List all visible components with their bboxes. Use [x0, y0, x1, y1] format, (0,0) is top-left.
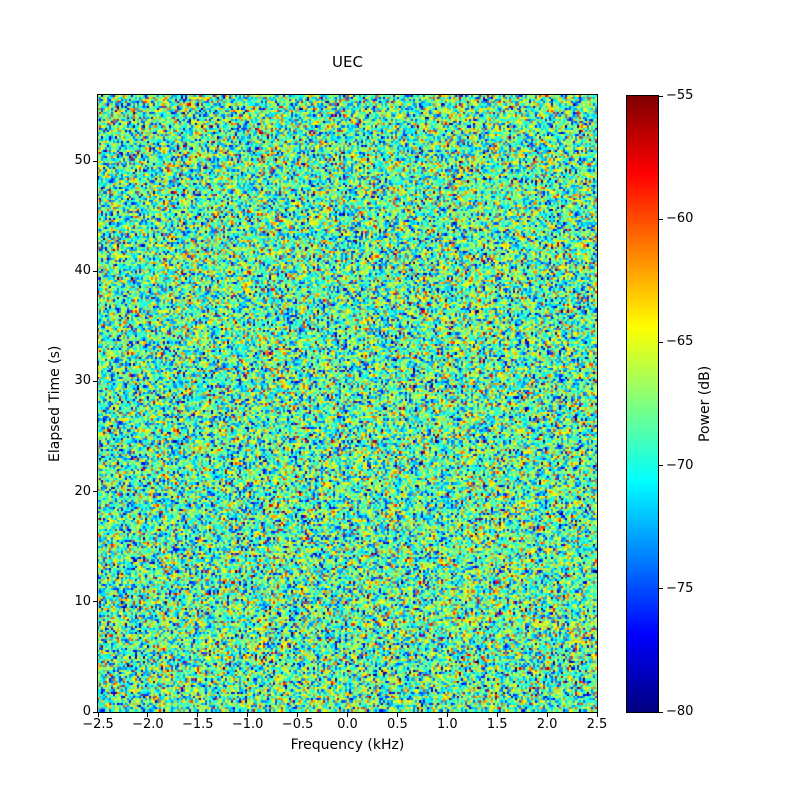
- colorbar-tick-mark: [659, 588, 663, 590]
- x-tick-mark: [546, 713, 548, 717]
- x-tick-label: 1.5: [486, 717, 508, 732]
- y-tick-mark: [93, 380, 97, 382]
- x-tick-label: 2.5: [586, 717, 608, 732]
- y-axis-label: Elapsed Time (s): [47, 345, 63, 462]
- x-tick-mark: [396, 713, 398, 717]
- colorbar-frame: [626, 95, 659, 713]
- colorbar-tick-label: −70: [666, 457, 694, 473]
- spectrogram-heatmap: [98, 95, 597, 712]
- colorbar-tick-label: −80: [666, 704, 694, 719]
- colorbar-tick-mark: [659, 465, 663, 467]
- y-tick-label: 30: [74, 373, 91, 389]
- colorbar-gradient: [627, 96, 658, 712]
- x-tick-mark: [596, 713, 598, 717]
- y-tick-mark: [93, 601, 97, 603]
- x-tick-label: −2.0: [132, 717, 164, 732]
- y-tick-mark: [93, 491, 97, 493]
- y-tick-mark: [93, 270, 97, 272]
- figure-title: UEC: [332, 53, 363, 71]
- y-tick-label: 10: [74, 593, 91, 609]
- x-tick-label: 0.5: [387, 717, 408, 732]
- x-tick-label: −2.5: [82, 717, 114, 732]
- y-tick-label: 20: [74, 483, 91, 499]
- colorbar-label: Power (dB): [697, 365, 713, 443]
- x-tick-mark: [297, 713, 299, 717]
- x-tick-label: −1.0: [231, 717, 264, 732]
- x-tick-mark: [197, 713, 199, 717]
- x-tick-mark: [97, 713, 99, 717]
- x-axis-label: Frequency (kHz): [290, 737, 405, 753]
- x-tick-label: 0.0: [337, 717, 358, 732]
- colorbar-tick-label: −65: [666, 334, 694, 350]
- plot-area-frame: [97, 94, 598, 713]
- colorbar-tick-mark: [659, 218, 663, 220]
- x-tick-mark: [247, 713, 249, 717]
- x-tick-label: 1.0: [436, 717, 458, 732]
- colorbar-tick-mark: [659, 711, 663, 713]
- colorbar-tick-label: −55: [666, 88, 694, 103]
- y-tick-mark: [93, 160, 97, 162]
- x-tick-label: 2.0: [536, 717, 558, 732]
- x-tick-label: −0.5: [281, 717, 314, 732]
- colorbar-tick-label: −60: [666, 211, 694, 227]
- colorbar-tick-mark: [659, 95, 663, 97]
- y-tick-label: 40: [74, 263, 91, 279]
- y-tick-label: 50: [74, 153, 91, 169]
- y-tick-label: 0: [82, 704, 91, 719]
- colorbar-tick-label: −75: [666, 580, 694, 596]
- x-tick-mark: [147, 713, 149, 717]
- x-tick-mark: [496, 713, 498, 717]
- x-tick-mark: [446, 713, 448, 717]
- colorbar-tick-mark: [659, 341, 663, 343]
- y-tick-mark: [93, 711, 97, 713]
- x-tick-mark: [347, 713, 348, 717]
- x-tick-label: −1.5: [182, 717, 214, 732]
